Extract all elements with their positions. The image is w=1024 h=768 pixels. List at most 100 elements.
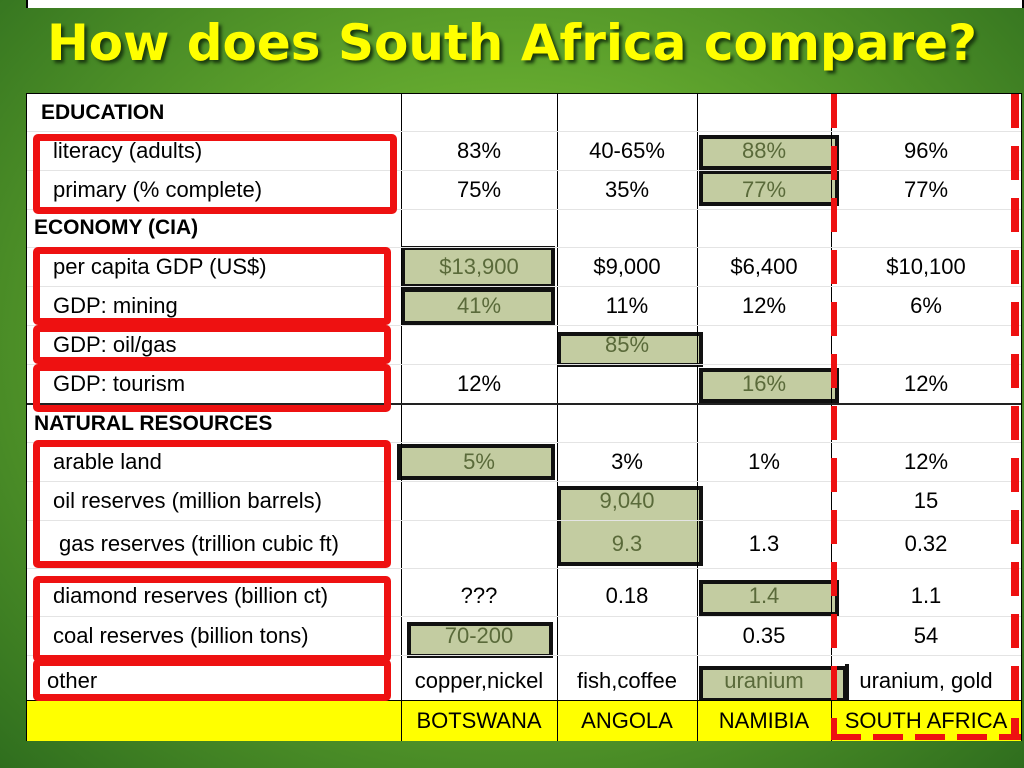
cell-south-africa: 0.32	[904, 531, 948, 556]
sa-frame-left	[831, 94, 837, 740]
cell-angola: 3%	[611, 448, 643, 474]
cell-namibia: 12%	[741, 292, 787, 318]
cell-namibia: $6,400	[730, 253, 798, 279]
cell-south-africa	[831, 325, 1021, 364]
label-marker-oilgas	[33, 325, 391, 364]
label-marker-education	[33, 134, 397, 214]
cell-south-africa: 15	[913, 487, 939, 513]
highlight-botswana-mining	[401, 288, 555, 325]
cell-botswana: $13,900	[439, 253, 519, 279]
cell-botswana: copper,nickel	[414, 668, 544, 693]
table-row: literacy (adults) 83% 40-65% 88% 96%	[27, 131, 1021, 171]
row-label: GDP: tourism	[53, 370, 186, 396]
sa-other-frame	[845, 664, 849, 700]
cell-namibia: 1.3	[748, 531, 780, 556]
cell-botswana: 70-200	[444, 622, 514, 648]
section-row-education: EDUCATION	[27, 94, 1021, 132]
row-label: literacy (adults)	[53, 137, 203, 163]
row-label: gas reserves (trillion cubic ft)	[59, 531, 339, 556]
cell-namibia: 88%	[741, 137, 787, 163]
label-marker-natural	[33, 440, 391, 568]
row-label: coal reserves (billion tons)	[53, 622, 309, 648]
cell-botswana	[401, 325, 557, 364]
highlight-botswana-arable	[397, 444, 555, 480]
cell-botswana: 41%	[456, 292, 502, 318]
section-row-economy: ECONOMY (CIA)	[27, 209, 1021, 248]
section-label: ECONOMY (CIA)	[34, 216, 199, 239]
highlight-namibia-diamond	[699, 580, 839, 616]
table-row: other copper,nickel fish,coffee uranium …	[27, 662, 1021, 700]
cell-botswana: 12%	[456, 370, 502, 396]
highlight-botswana-coal	[407, 622, 553, 658]
table-row: coal reserves (billion tons) 70-200 0.35…	[27, 616, 1021, 656]
highlight-angola-oilgas	[557, 332, 703, 367]
cell-botswana: 5%	[463, 448, 495, 474]
cell-namibia: 16%	[741, 370, 787, 396]
cell-south-africa: 12%	[903, 448, 949, 474]
table-row: diamond reserves (billion ct) ??? 0.18 1…	[27, 576, 1021, 617]
cell-namibia: 1%	[748, 448, 780, 474]
slide-title: How does South Africa compare?	[46, 14, 978, 72]
row-label: arable land	[53, 448, 162, 474]
column-divider	[401, 94, 402, 740]
cell-angola: 35%	[604, 176, 650, 202]
table-row: GDP: mining 41% 11% 12% 6%	[27, 286, 1021, 326]
table-row: GDP: oil/gas 85%	[27, 325, 1021, 365]
cell-angola: 0.18	[605, 583, 649, 608]
column-divider	[557, 94, 558, 740]
table-row: per capita GDP (US$) $13,900 $9,000 $6,4…	[27, 247, 1021, 287]
cell-namibia: 1.4	[748, 583, 780, 608]
cell-angola	[557, 616, 697, 655]
highlight-angola-oil	[557, 486, 703, 566]
highlight-namibia-tourism	[699, 368, 839, 403]
table-row: GDP: tourism 12% 16% 12%	[27, 364, 1021, 405]
cell-angola: 9.3	[611, 531, 643, 556]
section-row-natural-resources: NATURAL RESOURCES	[27, 405, 1021, 443]
cell-angola: $9,000	[593, 253, 661, 279]
table-row: primary (% complete) 75% 35% 77% 77%	[27, 170, 1021, 210]
highlight-namibia-primary	[699, 170, 839, 206]
country-south-africa: SOUTH AFRICA	[844, 708, 1008, 733]
cell-botswana	[401, 481, 557, 520]
section-label: EDUCATION	[41, 100, 165, 124]
table-row: gas reserves (trillion cubic ft) 9.3 1.3…	[27, 520, 1021, 569]
row-label: primary (% complete)	[53, 176, 263, 202]
row-label: GDP: mining	[53, 292, 178, 318]
label-marker-gdp	[33, 247, 391, 325]
cell-south-africa: $10,100	[886, 253, 966, 279]
section-label: NATURAL RESOURCES	[34, 411, 273, 435]
cell-namibia: 77%	[741, 176, 787, 202]
column-divider	[697, 94, 698, 740]
cell-botswana: 75%	[456, 176, 502, 202]
cell-angola: fish,coffee	[577, 668, 677, 693]
cell-namibia: 0.35	[742, 622, 786, 648]
row-label: per capita GDP (US$)	[53, 253, 267, 279]
highlight-namibia-literacy	[699, 135, 839, 170]
sa-frame-bottom	[831, 734, 1021, 740]
cell-south-africa: 6%	[910, 292, 942, 318]
table-row: arable land 5% 3% 1% 12%	[27, 442, 1021, 482]
label-marker-tourism	[33, 364, 391, 412]
cell-botswana: ???	[460, 583, 498, 608]
cell-angola: 9,040	[599, 487, 655, 513]
cell-south-africa: 1.1	[910, 583, 942, 608]
cell-namibia	[697, 481, 831, 520]
cell-angola: 11%	[605, 292, 649, 318]
table-row: oil reserves (million barrels) 9,040 15	[27, 481, 1021, 521]
row-label: oil reserves (million barrels)	[53, 487, 322, 513]
row-label: diamond reserves (billion ct)	[53, 583, 329, 608]
country-namibia: NAMIBIA	[718, 708, 810, 733]
cell-angola	[557, 364, 697, 403]
label-marker-other	[33, 659, 391, 701]
top-strip	[26, 0, 1024, 8]
row-label: GDP: oil/gas	[53, 331, 177, 357]
label-marker-diamond	[33, 576, 391, 662]
cell-namibia: uranium	[724, 668, 804, 693]
comparison-table: EDUCATION literacy (adults) 83% 40-65% 8…	[26, 93, 1022, 741]
cell-botswana	[401, 520, 557, 568]
cell-south-africa: uranium, gold	[859, 668, 993, 693]
cell-botswana: 83%	[456, 137, 502, 163]
cell-south-africa: 12%	[903, 370, 949, 396]
country-angola: ANGOLA	[581, 708, 673, 733]
cell-south-africa: 96%	[903, 137, 949, 163]
